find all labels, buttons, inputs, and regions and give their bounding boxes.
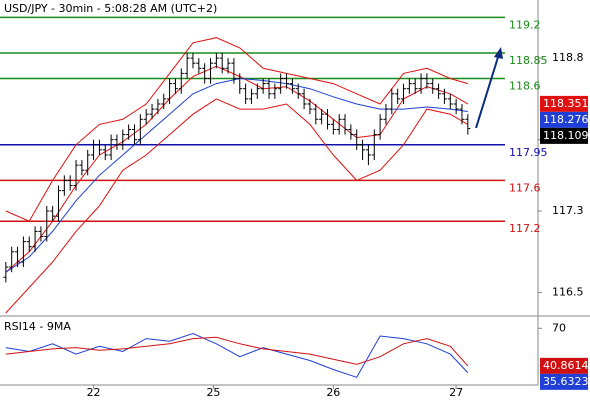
x-tick-label: 26 [326, 386, 340, 399]
rsi-line [5, 336, 469, 367]
value-box [540, 95, 588, 112]
x-tick-label: 27 [449, 386, 463, 399]
rsi-line [5, 332, 469, 378]
level-label: 118.6 [509, 79, 541, 92]
x-tick-label: 22 [87, 386, 101, 399]
value-box-label: 118.109 [543, 129, 589, 142]
value-box [540, 111, 588, 128]
value-box-label: 35.6323 [543, 375, 589, 388]
indicator-line [5, 37, 468, 222]
value-box-label: 118.351 [543, 97, 589, 110]
indicator-line [5, 98, 469, 314]
value-box-label: 40.8614 [543, 359, 589, 372]
chart-title: USD/JPY - 30min - 5:08:28 AM (UTC+2) [4, 2, 217, 15]
value-box [540, 373, 588, 390]
x-tick-label: 25 [206, 386, 220, 399]
trend-arrow-head [494, 47, 503, 59]
y-tick-label: 118.8 [552, 51, 584, 64]
level-label: 118.85 [509, 54, 548, 67]
value-box [540, 357, 588, 374]
trend-arrow [475, 53, 500, 129]
level-label: 117.6 [509, 181, 541, 194]
value-box-label: 118.276 [543, 113, 589, 126]
level-label: 117.95 [509, 146, 548, 159]
level-label: 117.2 [509, 222, 541, 235]
y-tick-label: 116.5 [552, 286, 584, 299]
y-tick-label: 117.3 [552, 204, 584, 217]
rsi-title: RSI14 - 9MA [4, 320, 71, 333]
value-box [540, 127, 588, 144]
y-tick-label: 70 [552, 321, 566, 334]
level-label: 119.2 [509, 18, 541, 31]
